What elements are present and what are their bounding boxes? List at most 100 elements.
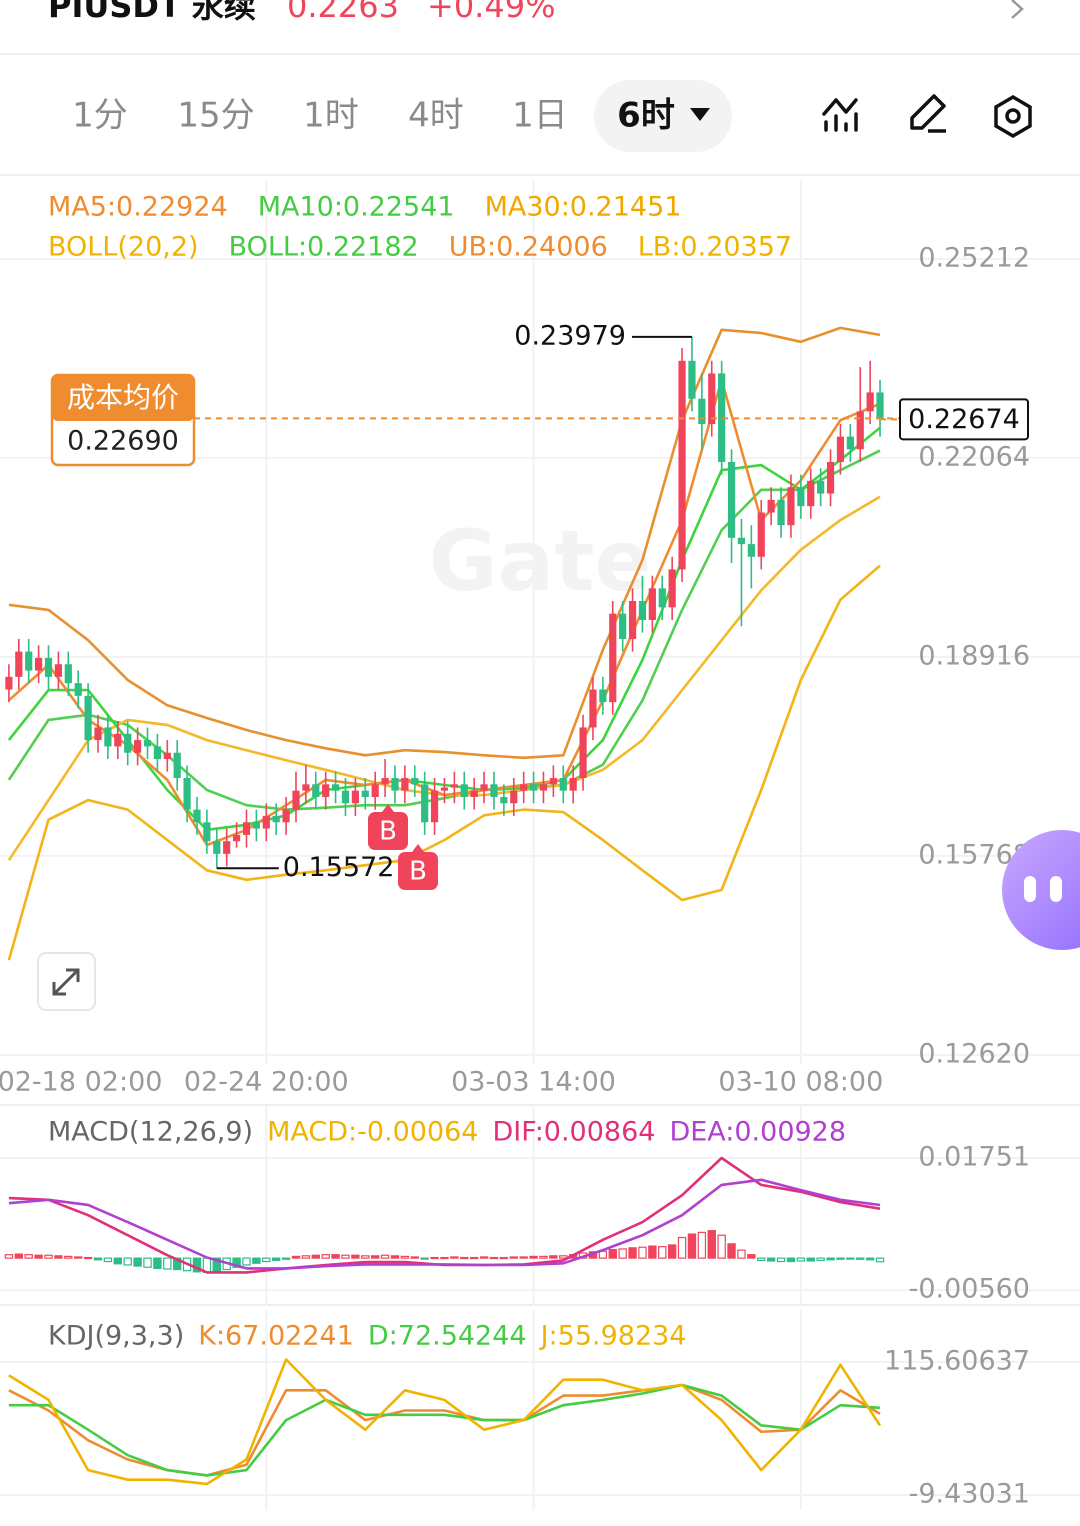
macd-bar — [113, 1257, 123, 1265]
candle-body — [599, 689, 607, 703]
tab-selected[interactable]: 6时 — [617, 96, 675, 136]
tab[interactable]: 4时 — [408, 96, 464, 136]
legend-item: LB:0.20357 — [638, 232, 792, 263]
candle-body — [292, 790, 300, 810]
macd-bar — [192, 1257, 202, 1273]
macd-bar — [321, 1254, 330, 1259]
indicator-icon[interactable] — [822, 98, 858, 132]
macd-bar — [34, 1254, 43, 1259]
tab[interactable]: 1时 — [303, 96, 359, 136]
macd-bar — [865, 1257, 875, 1261]
legend-item: D:72.54244 — [368, 1321, 527, 1352]
macd-bar — [93, 1257, 103, 1261]
macd-bar — [311, 1254, 320, 1259]
candle-body — [54, 664, 63, 677]
macd-bar — [430, 1256, 439, 1260]
x-tick-label: 02-24 20:00 — [184, 1067, 349, 1098]
expand-button[interactable] — [37, 952, 96, 1011]
tab[interactable]: 15分 — [177, 96, 254, 136]
candle-body — [124, 733, 132, 753]
macd-bar — [133, 1257, 142, 1267]
macd-bar — [380, 1254, 390, 1259]
y-tick-label: 115.60637 — [884, 1346, 1030, 1377]
macd-bar — [163, 1257, 172, 1270]
indicator-line — [8, 326, 881, 760]
macd-bar — [687, 1233, 697, 1259]
high-label: 0.23979 — [514, 320, 626, 351]
draw-icon[interactable] — [910, 94, 946, 133]
header[interactable]: PIUSDT 永续 0.2263 +0.49% — [48, 0, 1024, 25]
buy-marker[interactable]: B — [398, 844, 438, 890]
candle-body — [559, 778, 567, 791]
x-tick-label: 03-03 14:00 — [451, 1067, 616, 1098]
macd-bar — [717, 1234, 726, 1259]
macd-bar — [44, 1254, 53, 1259]
macd-bar — [331, 1254, 340, 1259]
candle-body — [767, 499, 775, 513]
candle-body — [341, 790, 350, 804]
macd-bar — [856, 1257, 865, 1260]
buy-marker[interactable]: B — [368, 804, 408, 850]
macd-bar — [123, 1257, 132, 1266]
macd-bar — [291, 1255, 301, 1259]
low-label: 0.15572 — [283, 852, 395, 883]
macd-bar — [479, 1256, 489, 1259]
assistant-bubble[interactable] — [1002, 830, 1080, 950]
candle-body — [143, 740, 152, 747]
price: 0.2263 — [287, 0, 399, 25]
candle-body — [331, 784, 340, 791]
macd-bar — [707, 1230, 716, 1259]
candle-body — [579, 727, 587, 779]
macd-bar — [54, 1255, 63, 1259]
candle-body — [322, 784, 330, 797]
candle-body — [480, 784, 488, 791]
candle-body — [183, 778, 191, 810]
macd-bar — [469, 1256, 479, 1260]
candle-body — [302, 784, 310, 791]
tab[interactable]: 1分 — [72, 96, 128, 136]
candle-body — [84, 695, 92, 741]
candle-body — [846, 436, 854, 450]
macd-bar — [618, 1248, 627, 1259]
macd-bar — [460, 1256, 469, 1260]
macd-bar — [509, 1256, 518, 1259]
candle-body — [5, 676, 13, 690]
candle-body — [223, 841, 231, 854]
macd-bar — [875, 1257, 885, 1263]
macd-bar — [826, 1257, 835, 1261]
candle-body — [64, 664, 72, 684]
candle-body — [401, 778, 409, 791]
legend-item: DIF:0.00864 — [493, 1117, 656, 1148]
candle-body — [500, 796, 508, 804]
candle-body — [74, 683, 82, 696]
candle-body — [520, 784, 528, 791]
macd-bar — [103, 1257, 113, 1263]
y-tick-label: 0.18916 — [918, 640, 1030, 671]
macd-bar — [737, 1249, 746, 1259]
settings-icon[interactable] — [994, 94, 1032, 139]
macd-bar — [341, 1254, 350, 1259]
macd-bar — [549, 1255, 558, 1259]
candle-body — [876, 392, 884, 420]
tab[interactable]: 1日 — [512, 96, 568, 136]
candle-body — [638, 601, 647, 620]
indicator-line — [8, 1383, 881, 1477]
candle-body — [856, 411, 864, 450]
dropdown-arrow[interactable] — [690, 108, 710, 121]
candle-body — [718, 373, 726, 462]
macd-bar — [24, 1254, 33, 1259]
candle-body — [787, 487, 795, 526]
macd-bar — [677, 1236, 687, 1259]
legend-item: BOLL:0.22182 — [229, 232, 419, 263]
candle-body — [163, 752, 171, 760]
macd-bar — [450, 1256, 459, 1259]
candle-body — [807, 480, 815, 507]
candle-body — [549, 778, 557, 785]
legend-item: MA30:0.21451 — [485, 192, 682, 223]
macd-bar — [153, 1257, 162, 1270]
candle-body — [737, 537, 746, 545]
candle-body — [797, 487, 805, 507]
pane-title: KDJ(9,3,3) — [48, 1321, 184, 1352]
macd-bar — [786, 1257, 796, 1263]
